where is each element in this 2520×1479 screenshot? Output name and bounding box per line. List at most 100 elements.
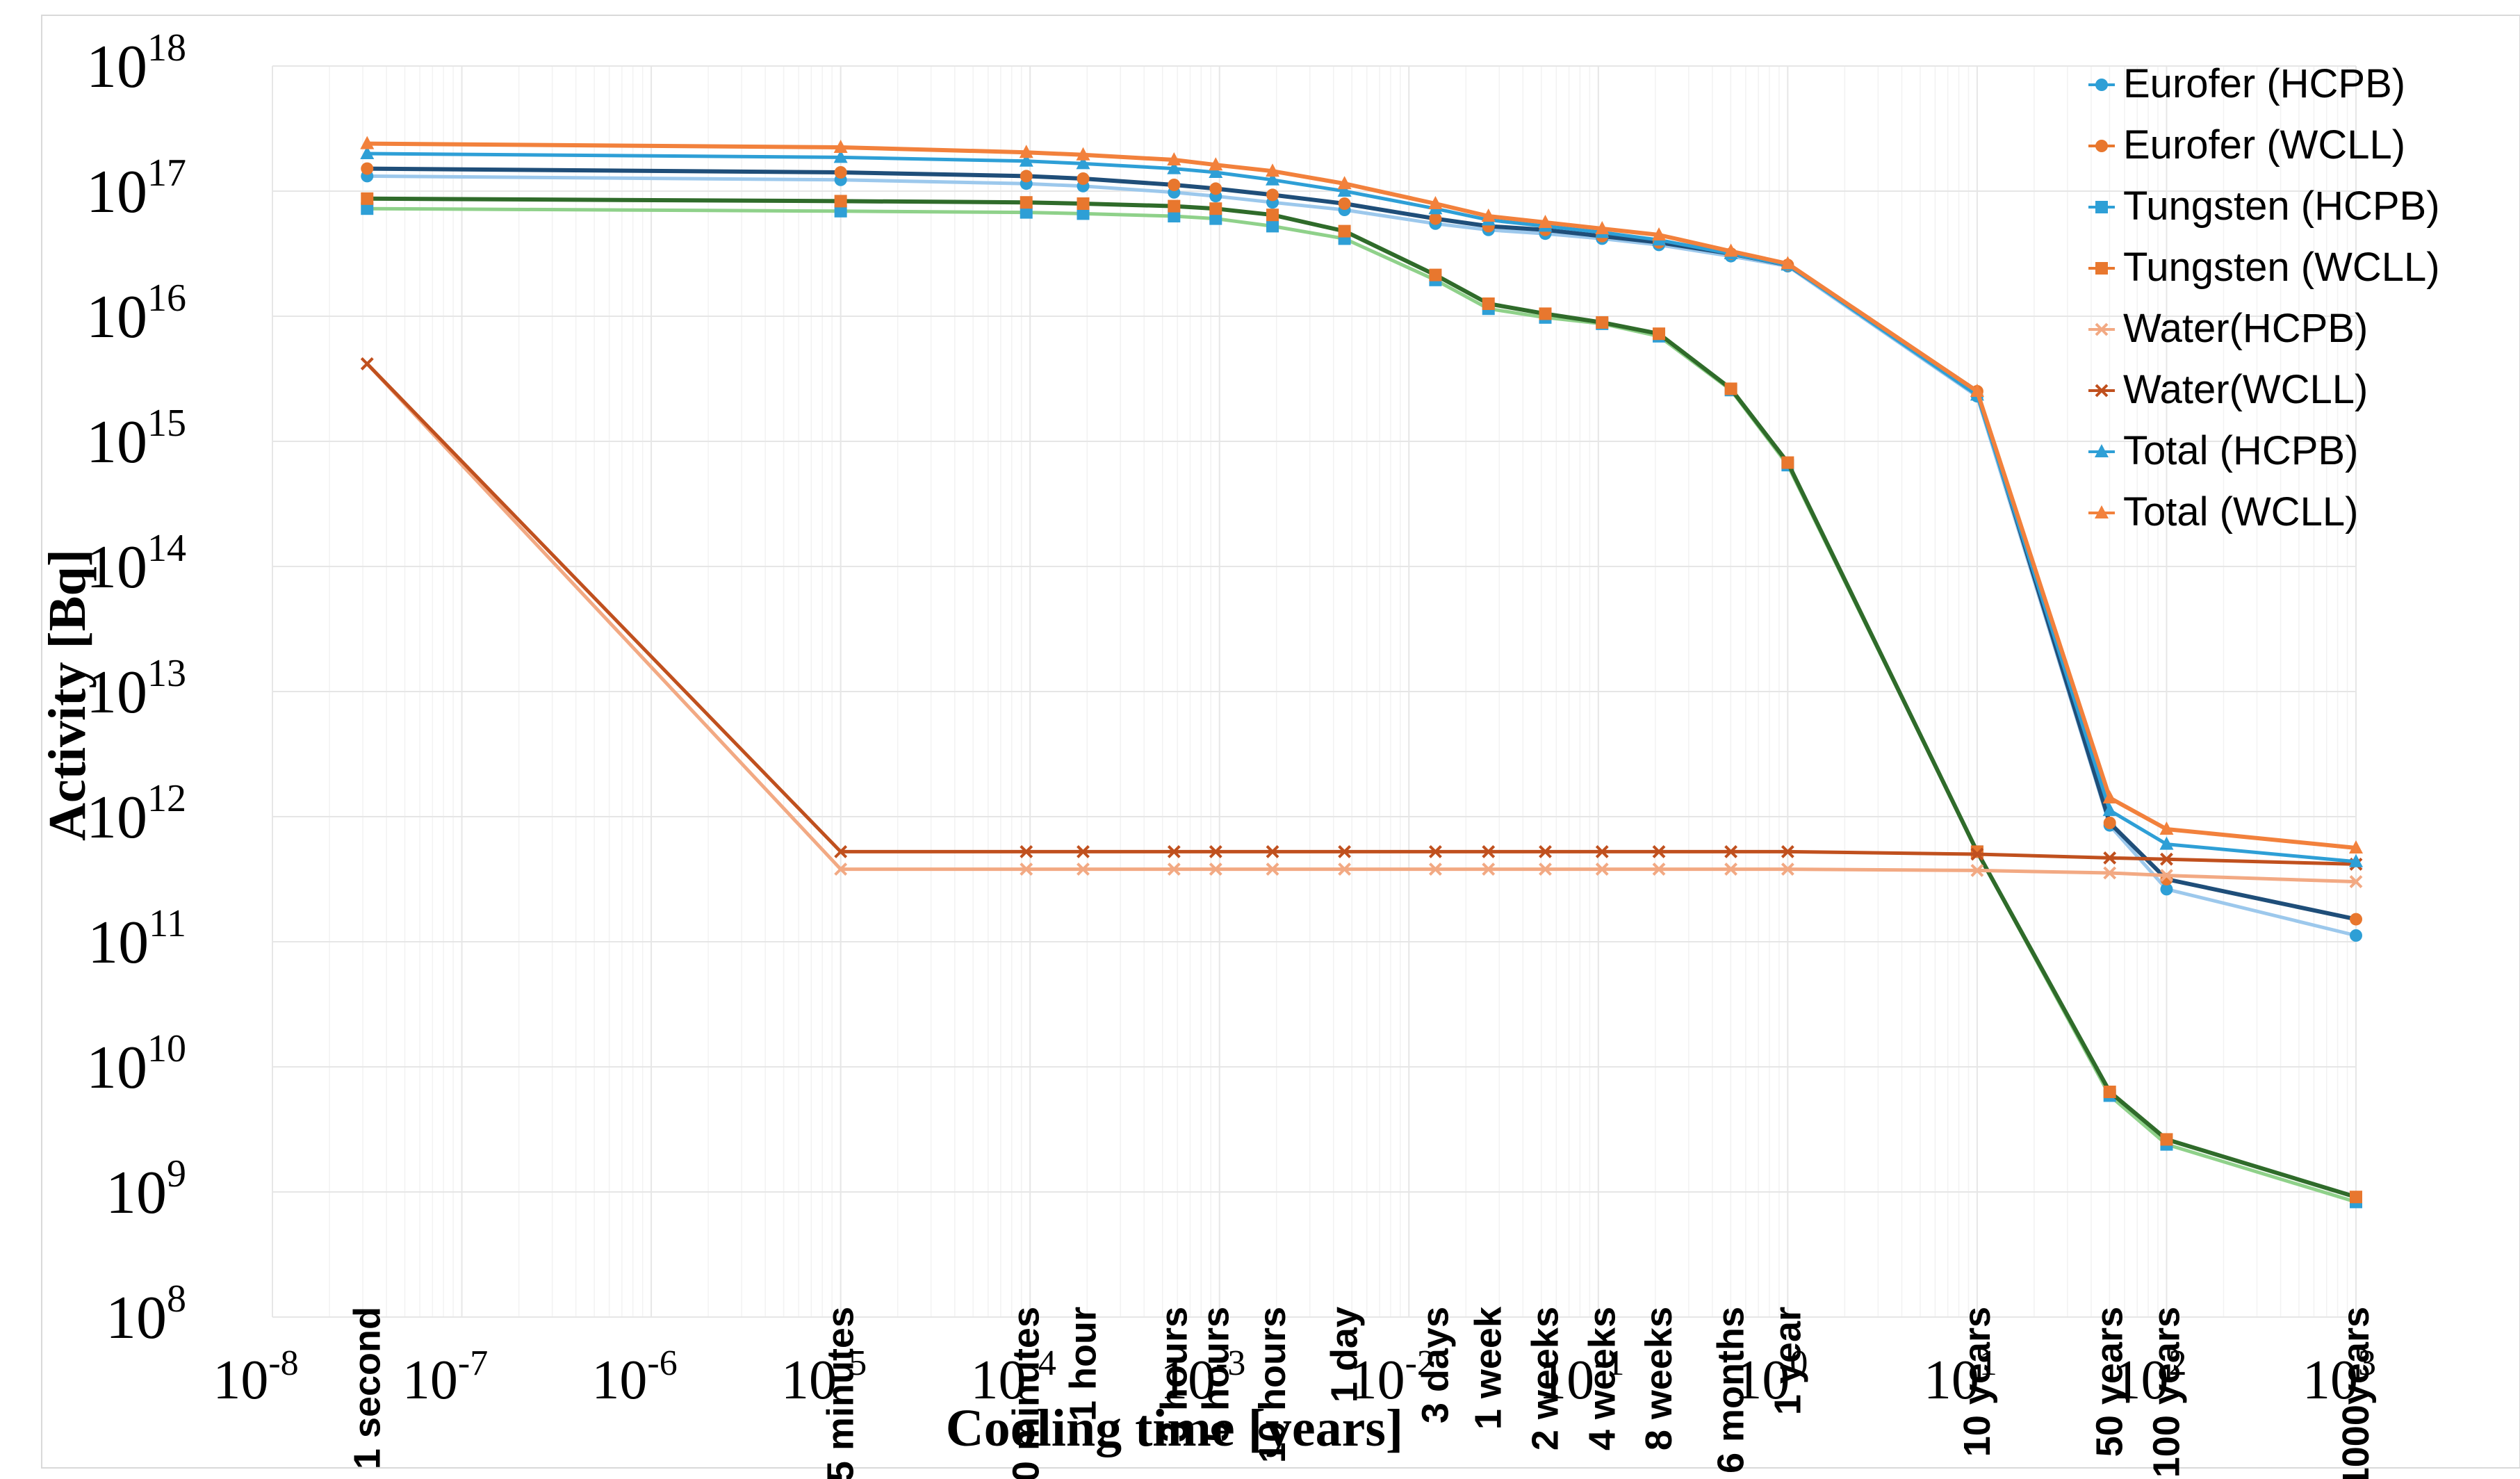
data-point [1595,863,1609,876]
x-tick-label: 10-8 [213,1343,298,1411]
x-tick-label: 10-3 [1160,1343,1245,1411]
data-point [2160,869,2173,883]
data-point [1019,153,1033,167]
data-point [2160,1133,2173,1146]
data-point [834,844,848,858]
data-point [1167,844,1181,858]
legend-label: Total (WCLL) [2123,489,2358,534]
data-point [2349,840,2363,853]
y-tick-label: 108 [106,1277,186,1352]
time-label: 1 year [1767,1307,1808,1415]
data-point [361,202,374,215]
data-point [1266,209,1279,222]
data-point [1482,863,1496,876]
time-label: 30 minutes [1006,1307,1047,1479]
data-point [833,140,848,153]
data-point [1338,224,1351,238]
x-tick-label: 10-4 [971,1343,1056,1411]
data-point [1167,152,1181,165]
legend-item: Total (HCPB) [2088,428,2358,473]
data-point [1266,163,1280,177]
data-point [2095,322,2109,336]
data-point [2349,875,2363,889]
time-label: 3 days [1414,1307,1456,1423]
time-label: 100 years [2145,1307,2187,1478]
data-point [1077,207,1090,220]
data-point [2159,836,2174,850]
data-point [834,863,848,876]
time-label: 6 months [1710,1307,1752,1473]
y-tick-label: 1013 [86,652,186,726]
data-point [1428,196,1443,209]
data-point [1020,170,1033,183]
data-point [2350,1191,2362,1204]
data-point [1266,863,1279,876]
data-point [1209,863,1222,876]
data-point [2103,866,2117,880]
data-point [1338,863,1352,876]
data-point [2350,913,2362,926]
y-axis-title: Activity [Bq] [38,549,97,841]
time-label: 1 week [1468,1306,1509,1430]
legend-item: Water(WCLL) [2088,367,2368,412]
data-point [1168,210,1181,222]
data-point [1781,256,1795,270]
data-point [1539,863,1552,876]
time-label: 3 hours [1153,1307,1195,1442]
y-tick-label: 1016 [86,277,186,351]
y-tick-label: 109 [106,1152,186,1227]
legend-label: Total (HCPB) [2123,428,2358,473]
x-tick-label: 10-6 [591,1343,677,1411]
data-point [1077,197,1090,210]
y-tick-label: 1018 [86,26,186,101]
data-point [2102,803,2117,816]
time-label: 5 minutes [820,1307,862,1479]
data-point [1429,268,1442,281]
data-point [1337,183,1352,197]
data-point [1970,847,1984,861]
y-tick-label: 1017 [86,152,186,226]
time-label: 1000years [2335,1307,2377,1479]
legend-item: Total (WCLL) [2088,489,2358,534]
data-point [1020,844,1033,858]
data-point [2160,852,2173,866]
data-point [1076,156,1090,170]
x-tick-labels: 10-8 10-7 10-6 10-5 10-4 10-3 10-2 10-1 100 101 10… [213,1343,2376,1411]
data-point [1724,243,1738,257]
legend-label: Tungsten (WCLL) [2123,245,2440,290]
data-point [1266,172,1280,186]
data-point [1538,215,1553,228]
data-point [1781,456,1794,469]
data-point [1019,145,1033,158]
data-point [1266,188,1279,202]
legend-label: Eurofer (HCPB) [2123,61,2405,106]
legend-item: Tungsten (WCLL) [2088,245,2440,290]
data-point [2095,79,2108,91]
data-point [2160,883,2173,896]
data-point [2103,1086,2116,1098]
chart-frame [41,15,2520,1469]
x-tick-label: 10-1 [1539,1343,1624,1411]
data-point [1724,844,1738,858]
data-point [1266,844,1279,858]
data-point [1209,165,1223,178]
legend-label: Eurofer (WCLL) [2123,122,2405,167]
time-label: 5 hours [1195,1307,1236,1442]
data-point [1020,206,1033,219]
grid-lines [272,65,2357,1318]
series-lines [360,136,2363,1209]
data-point [1338,197,1351,210]
legend-label: Water(WCLL) [2123,367,2368,412]
data-point [1970,863,1984,877]
data-point [1337,176,1352,190]
y-tick-label: 1015 [86,402,186,476]
time-label: 2 weeks [1525,1307,1566,1451]
y-tick-label: 1012 [86,777,186,851]
data-point [834,166,847,179]
time-labels: 1 second 5 minutes 30 minutes 1 hour 3 hours… [346,1306,2377,1479]
legend-label: Tungsten (HCPB) [2123,183,2440,229]
data-point [1652,863,1666,876]
data-point [360,136,375,149]
series-tungsten-wcll [361,192,2362,1204]
time-label: 10 years [1956,1307,1998,1457]
